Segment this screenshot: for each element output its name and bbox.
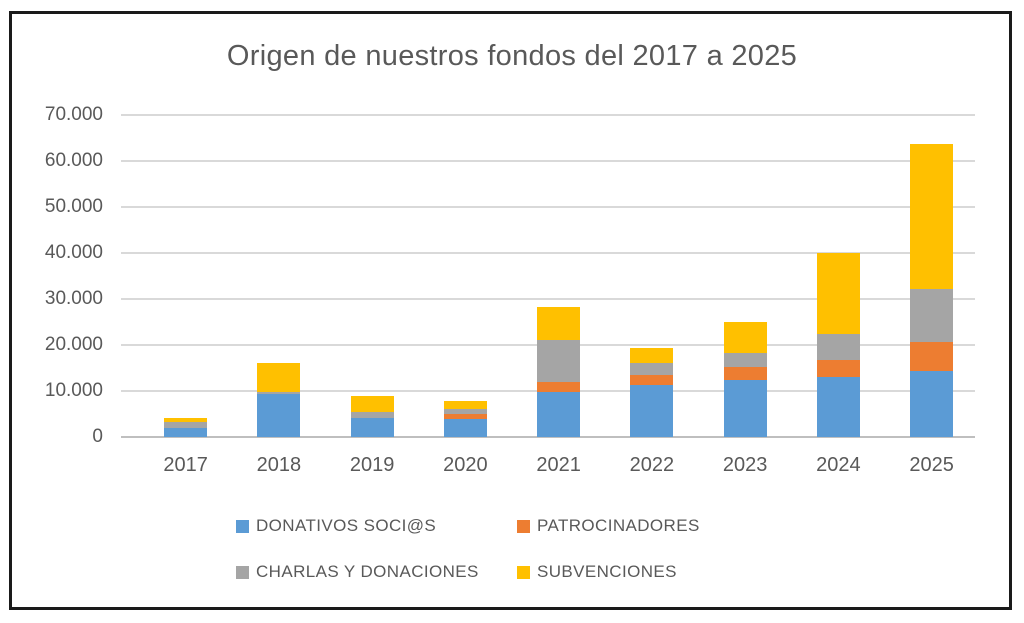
bar-2021 [537, 307, 581, 437]
bar-segment-subvenciones [537, 307, 581, 341]
bar-2020 [443, 401, 487, 437]
bar-segment-patrocinadores [910, 342, 954, 372]
bar-2023 [723, 322, 767, 437]
bar-segment-donativos-soci-s [164, 427, 208, 437]
bar-segment-charlas-y-donaciones [816, 333, 860, 360]
legend-marker-charlas-y-donaciones [236, 565, 249, 579]
legend-item-patrocinadores: PATROCINADORES [517, 516, 700, 536]
bar-segment-charlas-y-donaciones [537, 340, 581, 382]
bar-segment-subvenciones [723, 322, 767, 353]
legend-label: CHARLAS Y DONACIONES [256, 562, 479, 581]
x-axis-tick-label: 2024 [816, 454, 861, 476]
legend-marker-subvenciones [517, 565, 530, 579]
gridline [121, 160, 975, 162]
bar-segment-patrocinadores [630, 374, 674, 386]
bar-segment-donativos-soci-s [723, 379, 767, 437]
legend-marker-donativos-soci-s [236, 519, 249, 533]
bar-segment-subvenciones [257, 363, 301, 392]
x-axis-tick-label: 2018 [256, 454, 302, 476]
gridline [121, 298, 975, 300]
bar-segment-donativos-soci-s [910, 371, 954, 437]
bar-segment-patrocinadores [816, 359, 860, 378]
bar-segment-charlas-y-donaciones [164, 422, 208, 428]
bar-2018 [257, 363, 301, 437]
legend-label: SUBVENCIONES [537, 562, 677, 581]
chart-title: Origen de nuestros fondos del 2017 a 202… [226, 40, 798, 72]
y-axis-tick-label: 20.000 [44, 334, 103, 355]
y-axis-tick-label: 50.000 [44, 196, 103, 217]
bar-segment-subvenciones [350, 395, 394, 413]
x-axis-tick-label: 2023 [722, 454, 768, 476]
x-axis-line [121, 436, 975, 438]
bar-segment-charlas-y-donaciones [257, 391, 301, 394]
bar-2017 [164, 417, 208, 437]
x-axis-tick-label: 2021 [536, 454, 581, 476]
x-axis-tick-label: 2017 [163, 454, 208, 476]
x-axis-tick-label: 2020 [443, 454, 488, 476]
legend-marker-patrocinadores [517, 519, 530, 533]
y-axis-tick-label: 0 [92, 426, 103, 447]
gridline [121, 114, 975, 116]
legend-item-charlas-y-donaciones: CHARLAS Y DONACIONES [236, 562, 479, 582]
bar-segment-charlas-y-donaciones [910, 289, 954, 343]
bar-segment-charlas-y-donaciones [630, 363, 674, 375]
bar-segment-donativos-soci-s [630, 385, 674, 437]
bar-segment-subvenciones [910, 144, 954, 290]
bar-segment-charlas-y-donaciones [723, 352, 767, 367]
x-axis-tick-label: 2025 [909, 454, 954, 476]
x-axis-tick-label: 2022 [629, 454, 675, 476]
bar-segment-donativos-soci-s [257, 393, 301, 437]
bar-segment-donativos-soci-s [537, 391, 581, 437]
bar-2024 [816, 253, 860, 437]
x-axis-tick-label: 2019 [349, 454, 395, 476]
bar-2022 [630, 348, 674, 437]
bar-segment-donativos-soci-s [350, 418, 394, 437]
y-axis-tick-label: 10.000 [44, 380, 103, 401]
bar-segment-subvenciones [630, 348, 674, 364]
bar-segment-donativos-soci-s [443, 418, 487, 437]
y-axis-tick-label: 30.000 [44, 288, 103, 309]
y-axis-tick-label: 40.000 [44, 242, 103, 263]
bar-segment-charlas-y-donaciones [443, 408, 487, 414]
bar-2025 [910, 144, 954, 437]
y-axis-tick-label: 70.000 [44, 104, 103, 125]
bar-segment-subvenciones [816, 253, 860, 334]
legend-label: PATROCINADORES [537, 516, 700, 535]
legend-item-donativos-soci-s: DONATIVOS SOCI@S [236, 516, 436, 536]
bar-segment-patrocinadores [723, 366, 767, 380]
bar-segment-subvenciones [164, 417, 208, 423]
gridline [121, 206, 975, 208]
y-axis-tick-label: 60.000 [44, 150, 103, 171]
bar-segment-donativos-soci-s [816, 377, 860, 437]
gridline [121, 252, 975, 254]
legend-item-subvenciones: SUBVENCIONES [517, 562, 677, 582]
bar-segment-charlas-y-donaciones [350, 412, 394, 419]
bar-segment-patrocinadores [537, 381, 581, 392]
bar-2019 [350, 395, 394, 437]
legend-label: DONATIVOS SOCI@S [256, 516, 437, 535]
bar-segment-subvenciones [443, 401, 487, 409]
bar-segment-patrocinadores [443, 413, 487, 419]
